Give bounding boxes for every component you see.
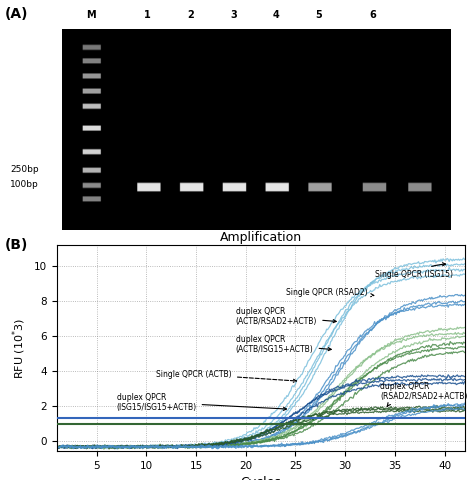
Title: Amplification: Amplification — [219, 230, 302, 244]
Text: Single QPCR (RSAD2): Single QPCR (RSAD2) — [285, 288, 374, 297]
Text: 6: 6 — [370, 10, 376, 20]
Text: 5: 5 — [315, 10, 322, 20]
Text: 4: 4 — [273, 10, 279, 20]
Text: Single QPCR (ISG15): Single QPCR (ISG15) — [375, 263, 453, 279]
Text: 3: 3 — [230, 10, 237, 20]
Text: duplex QPCR
(ISG15/ISG15+ACTB): duplex QPCR (ISG15/ISG15+ACTB) — [117, 393, 286, 412]
Text: 2: 2 — [187, 10, 194, 20]
Y-axis label: RFU (10$^{*}$3): RFU (10$^{*}$3) — [11, 317, 28, 379]
Text: duplex QPCR
(ACTB/RSAD2+ACTB): duplex QPCR (ACTB/RSAD2+ACTB) — [236, 307, 336, 326]
Text: 250bp: 250bp — [10, 165, 39, 174]
Text: duplex QPCR
(ACTB/ISG15+ACTB): duplex QPCR (ACTB/ISG15+ACTB) — [236, 335, 331, 354]
Text: 100bp: 100bp — [10, 180, 39, 189]
Text: M: M — [86, 10, 96, 20]
X-axis label: Cycles: Cycles — [240, 477, 281, 480]
Text: (B): (B) — [5, 238, 28, 252]
Text: Single QPCR (ACTB): Single QPCR (ACTB) — [156, 370, 296, 382]
Text: (A): (A) — [5, 7, 28, 21]
Text: duplex QPCR
(RSAD2/RSAD2+ACTB): duplex QPCR (RSAD2/RSAD2+ACTB) — [380, 382, 467, 407]
Text: 1: 1 — [145, 10, 151, 20]
